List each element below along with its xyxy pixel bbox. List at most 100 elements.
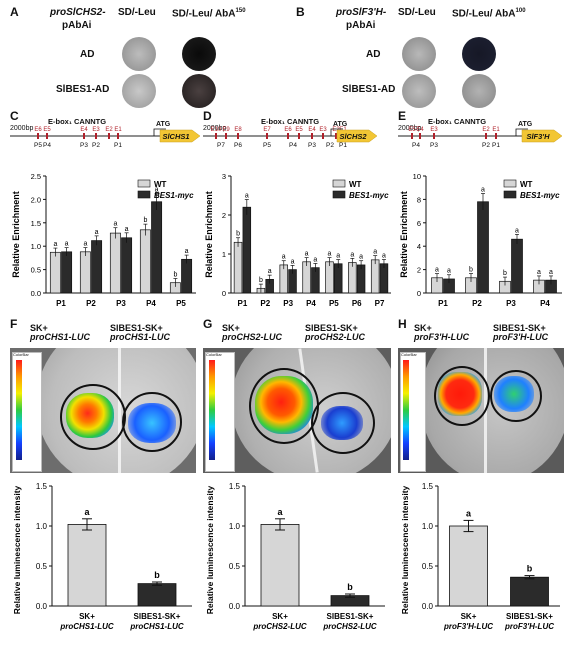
promoter-length-e: 2000bp xyxy=(398,125,421,132)
bar-c-bes1-4 xyxy=(181,258,193,294)
ylabel-e: Relative Enrichment xyxy=(399,191,409,278)
ebox-id-d-E5: E5 xyxy=(295,127,303,133)
primer-label-e-P4: P4 xyxy=(412,142,420,149)
luc-chart-h: Relative luminescence intensity 0.0 0.5 1.0… xyxy=(400,482,560,631)
bar-f-0 xyxy=(67,524,107,607)
sig-letter-c-0-4: b xyxy=(173,271,177,278)
sig-letter-d-0-1: b xyxy=(259,277,263,284)
yeast-spot-a-bes1-leu xyxy=(122,74,156,108)
ylabel-d: Relative Enrichment xyxy=(204,191,214,278)
category-label-d-2: P3 xyxy=(283,299,293,308)
ebox-id-c-E2: E2 xyxy=(105,127,113,133)
yeast-spot-b-bes1-leu xyxy=(402,74,436,108)
gene-arrow-e xyxy=(521,129,563,143)
sig-letter-g-0: a xyxy=(277,507,283,517)
yeast-spot-a-bes1-aba xyxy=(182,74,216,108)
legend-label-d-0: WT xyxy=(349,180,362,189)
colorbar-label-h: ColorBar xyxy=(401,352,417,357)
ebox-mark-c-E4 xyxy=(83,133,85,139)
sig-letter-e-1-1: a xyxy=(481,187,485,194)
sig-letter-d-1-2: a xyxy=(291,258,295,265)
ylabel-g: Relative luminescence intensity xyxy=(205,485,215,614)
colorbar-label-f: ColorBar xyxy=(13,352,29,357)
row-label-bes1-b: SlBES1-AD xyxy=(342,84,396,95)
ebox-mark-d-E8 xyxy=(237,133,239,139)
construct-label-a-2: pAbAi xyxy=(62,20,92,31)
ytick-label-e-3: 6 xyxy=(417,219,421,228)
bar-d-bes1-0 xyxy=(242,206,252,294)
legend-label-e-1: BES1-myc xyxy=(520,191,560,200)
ytick-label-d-1: 1 xyxy=(222,250,226,259)
sig-letter-h-1: b xyxy=(527,564,533,574)
medium-label-b-2: SD/-Leu/ AbA100 xyxy=(452,8,526,20)
atg-label-c: ATG xyxy=(156,121,171,128)
category-line2-g-0: proCHS2-LUC xyxy=(252,622,307,631)
yeast-spot-b-ad-aba xyxy=(462,37,496,71)
category-label-c-3: P4 xyxy=(146,299,156,308)
bar-c-wt-3 xyxy=(139,229,151,294)
category-label-d-0: P1 xyxy=(238,299,248,308)
ytick-label-d-3: 3 xyxy=(222,172,226,181)
panel-label-d: D xyxy=(203,109,212,123)
sig-letter-f-0: a xyxy=(84,507,90,517)
ytick-label-e-5: 10 xyxy=(413,172,421,181)
ebox-id-e-E1: E1 xyxy=(492,127,500,133)
category-label-e-1: P2 xyxy=(472,299,482,308)
sig-letter-e-1-0: a xyxy=(447,268,451,275)
ytick-label-h-0: 0.0 xyxy=(422,602,434,611)
category-label-d-3: P4 xyxy=(306,299,316,308)
primer-label-c-P4: P4 xyxy=(43,142,51,149)
gene-arrow-c xyxy=(159,129,201,143)
legend-swatch-e-1 xyxy=(503,190,517,199)
ebox-mark-e-E4 xyxy=(419,133,421,139)
category-label-d-1: P2 xyxy=(260,299,270,308)
chip-chart-c: Relative Enrichment 0.0 0.5 1.0 1.5 2.0 2.5 P1 a… xyxy=(11,172,196,308)
gene-label-e: SlF3'H xyxy=(526,132,550,141)
ebox-mark-d-E7 xyxy=(266,133,268,139)
panel-label-f: F xyxy=(10,317,18,331)
primer-label-d-P2: P2 xyxy=(326,142,334,149)
ylabel-h: Relative luminescence intensity xyxy=(400,485,410,614)
primer-label-d-P7: P7 xyxy=(217,142,225,149)
ebox-label-e: E-box₁ CANNTG xyxy=(428,117,486,126)
category-line2-f-1: proCHS1-LUC xyxy=(129,622,184,631)
ebox-id-d-E9: E9 xyxy=(222,127,230,133)
ebox-label-d: E-box₁ CANNTG xyxy=(261,117,319,126)
ytick-label-c-1: 0.5 xyxy=(31,266,41,275)
ytick-label-f-2: 1.0 xyxy=(36,522,48,531)
category-line1-h-1: SlBES1-SK+ xyxy=(506,612,553,621)
primer-label-d-P3: P3 xyxy=(308,142,316,149)
gene-label-d: SlCHS2 xyxy=(339,132,367,141)
sig-letter-c-0-2: a xyxy=(113,221,117,228)
bar-d-wt-3 xyxy=(302,261,311,294)
primer-label-c-P3: P3 xyxy=(80,142,88,149)
bar-c-wt-1 xyxy=(79,251,91,294)
category-line2-h-0: proF3'H-LUC xyxy=(443,622,493,631)
bar-g-0 xyxy=(260,524,300,607)
leaf-image-h: ColorBar xyxy=(398,348,564,473)
bar-c-bes1-0 xyxy=(61,251,73,294)
leaf-image-g: ColorBar xyxy=(203,348,391,473)
ebox-mark-c-E5 xyxy=(46,133,48,139)
ytick-label-c-3: 1.5 xyxy=(31,219,41,228)
ebox-mark-e-E3 xyxy=(433,133,435,139)
leaf-image-f: ColorBar xyxy=(10,348,196,473)
ytick-label-h-2: 1.0 xyxy=(422,522,434,531)
category-label-c-2: P3 xyxy=(116,299,126,308)
promoter-length-d: 2000bp xyxy=(203,125,226,132)
ytick-label-g-0: 0.0 xyxy=(229,602,241,611)
sig-letter-e-0-2: b xyxy=(503,270,507,277)
sig-letter-c-1-4: a xyxy=(185,248,189,255)
medium-label-a-2: SD/-Leu/ AbA150 xyxy=(172,8,246,20)
ebox-id-c-E3: E3 xyxy=(92,127,100,133)
panel-label-e: E xyxy=(398,109,407,123)
sig-letter-c-0-0: a xyxy=(53,241,57,248)
primer-label-e-P1: P1 xyxy=(492,142,500,149)
sig-letter-e-1-3: a xyxy=(549,269,553,276)
yeast-spot-a-ad-aba xyxy=(182,37,216,71)
bar-c-bes1-1 xyxy=(91,240,103,294)
row-label-ad-b: AD xyxy=(366,49,381,60)
category-label-d-6: P7 xyxy=(375,299,385,308)
ebox-id-d-E3: E3 xyxy=(319,127,327,133)
ebox-mark-c-E3 xyxy=(95,133,97,139)
